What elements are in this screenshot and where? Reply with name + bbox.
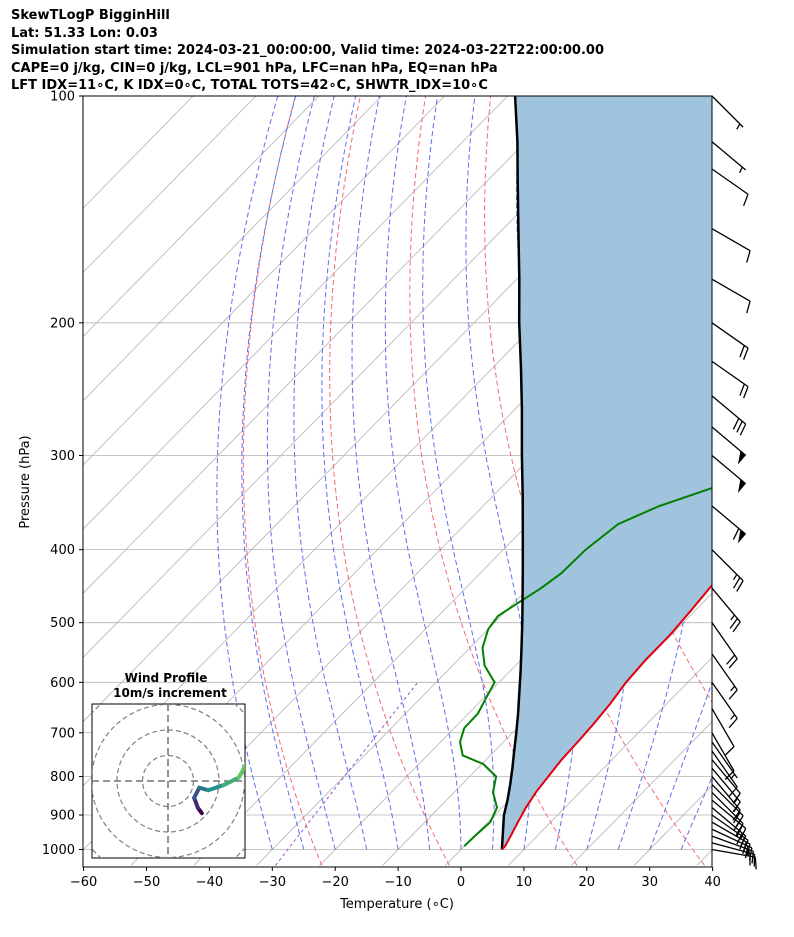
x-tick-label: −10 bbox=[384, 875, 411, 890]
wind-barb bbox=[711, 228, 751, 263]
y-tick-label: 100 bbox=[50, 90, 75, 105]
isotherm-gridline bbox=[130, 271, 712, 866]
location-line: Lat: 51.33 Lon: 0.03 bbox=[11, 25, 158, 41]
dewpoint-line bbox=[458, 486, 712, 847]
time-line: Simulation start time: 2024-03-21_00:00:… bbox=[11, 43, 604, 58]
parcel-line bbox=[500, 96, 525, 850]
x-tick-label: −60 bbox=[70, 875, 97, 890]
wind-barb bbox=[711, 549, 744, 592]
y-tick-label: 300 bbox=[50, 449, 75, 464]
y-tick-label: 900 bbox=[50, 809, 75, 824]
x-tick-label: 40 bbox=[704, 875, 721, 890]
wind-barb bbox=[711, 750, 738, 797]
wind-barb bbox=[711, 681, 738, 729]
y-tick-label: 800 bbox=[50, 770, 75, 785]
dry-adiabat bbox=[554, 96, 712, 703]
cape-shaded-area bbox=[501, 96, 712, 850]
temperature-line bbox=[501, 584, 712, 851]
isotherm-gridline bbox=[570, 721, 712, 866]
wind-barb bbox=[711, 322, 749, 360]
params-line: CAPE=0 j/kg, CIN=0 j/kg, LCL=901 hPa, LF… bbox=[11, 60, 498, 76]
wind-barb bbox=[711, 759, 741, 804]
isotherm-gridline bbox=[83, 96, 571, 594]
wind-barb bbox=[711, 395, 747, 436]
wind-barb bbox=[711, 360, 749, 399]
indices-line: LFT IDX=11∘C, K IDX=0∘C, TOTAL TOTS=42∘C… bbox=[11, 78, 488, 93]
mixing-ratio-line bbox=[275, 681, 419, 866]
moist-adiabat bbox=[216, 96, 279, 850]
chart-header: SkewTLogP BigginHill Lat: 51.33 Lon: 0.0… bbox=[11, 7, 604, 95]
wind-barb bbox=[711, 587, 741, 633]
chart-title: SkewTLogP BigginHill bbox=[11, 8, 170, 23]
hodograph-ring bbox=[92, 704, 245, 858]
x-tick-label: 0 bbox=[457, 875, 465, 890]
x-tick-label: −50 bbox=[133, 875, 160, 890]
isotherm-gridline bbox=[83, 96, 634, 659]
wind-barb bbox=[711, 848, 757, 870]
wind-barb bbox=[711, 784, 744, 827]
x-tick-label: 20 bbox=[579, 875, 596, 890]
wind-barb bbox=[711, 505, 747, 544]
hodograph-segment bbox=[252, 744, 260, 754]
plot-frame bbox=[82, 95, 713, 868]
wind-barb bbox=[711, 168, 749, 207]
y-tick-label: 500 bbox=[50, 616, 75, 631]
x-tick-label: −40 bbox=[196, 875, 223, 890]
moist-adiabat bbox=[649, 680, 712, 850]
wind-barb bbox=[711, 141, 747, 173]
wind-barb bbox=[711, 622, 738, 669]
dry-adiabat bbox=[484, 96, 705, 866]
wind-barb bbox=[711, 455, 747, 493]
wind-barb bbox=[711, 653, 738, 700]
dry-adiabat bbox=[751, 96, 794, 866]
x-tick-label: 30 bbox=[641, 875, 658, 890]
x-tick-label: 10 bbox=[516, 875, 533, 890]
wind-barb bbox=[711, 708, 735, 756]
y-tick-label: 1000 bbox=[42, 843, 75, 858]
isotherm-gridline bbox=[83, 96, 383, 402]
moist-adiabat bbox=[680, 775, 712, 850]
hodograph-segment bbox=[206, 783, 226, 793]
y-tick-label: 600 bbox=[50, 676, 75, 691]
moist-adiabat bbox=[241, 96, 305, 850]
x-tick-label: −30 bbox=[259, 875, 286, 890]
x-axis-label: Temperature (∘C) bbox=[339, 897, 454, 912]
y-tick-label: 400 bbox=[50, 543, 75, 558]
hodograph-segment bbox=[236, 762, 245, 780]
wind-barb bbox=[711, 732, 735, 780]
x-tick-label: −20 bbox=[321, 875, 348, 890]
isotherm-gridline bbox=[83, 96, 320, 338]
moist-adiabat bbox=[321, 96, 399, 850]
moist-adiabat bbox=[422, 96, 495, 850]
wind-barb bbox=[711, 278, 751, 314]
hodograph-subtitle: 10m/s increment bbox=[113, 686, 227, 700]
wind-barb bbox=[711, 426, 747, 465]
hodograph-title: Wind Profile bbox=[125, 671, 208, 685]
y-tick-label: 200 bbox=[50, 316, 75, 331]
moist-adiabat bbox=[293, 96, 368, 850]
moist-adiabat bbox=[351, 96, 431, 850]
wind-barb bbox=[711, 835, 754, 864]
dry-adiabat bbox=[409, 96, 578, 866]
isotherm-gridline bbox=[83, 96, 445, 466]
isotherm-gridline bbox=[83, 96, 257, 274]
isotherm-gridline bbox=[507, 656, 712, 866]
y-axis-label: Pressure (hPa) bbox=[18, 435, 33, 528]
moist-adiabat bbox=[266, 96, 336, 850]
wind-barb bbox=[711, 95, 744, 130]
hodograph-segment bbox=[221, 775, 241, 788]
dry-adiabat bbox=[329, 96, 450, 866]
y-tick-label: 700 bbox=[50, 726, 75, 741]
moist-adiabat bbox=[384, 96, 462, 850]
moist-adiabat bbox=[713, 96, 794, 850]
isotherm-gridline bbox=[382, 528, 712, 866]
isotherm-gridline bbox=[83, 96, 508, 530]
dry-adiabat bbox=[242, 96, 323, 866]
